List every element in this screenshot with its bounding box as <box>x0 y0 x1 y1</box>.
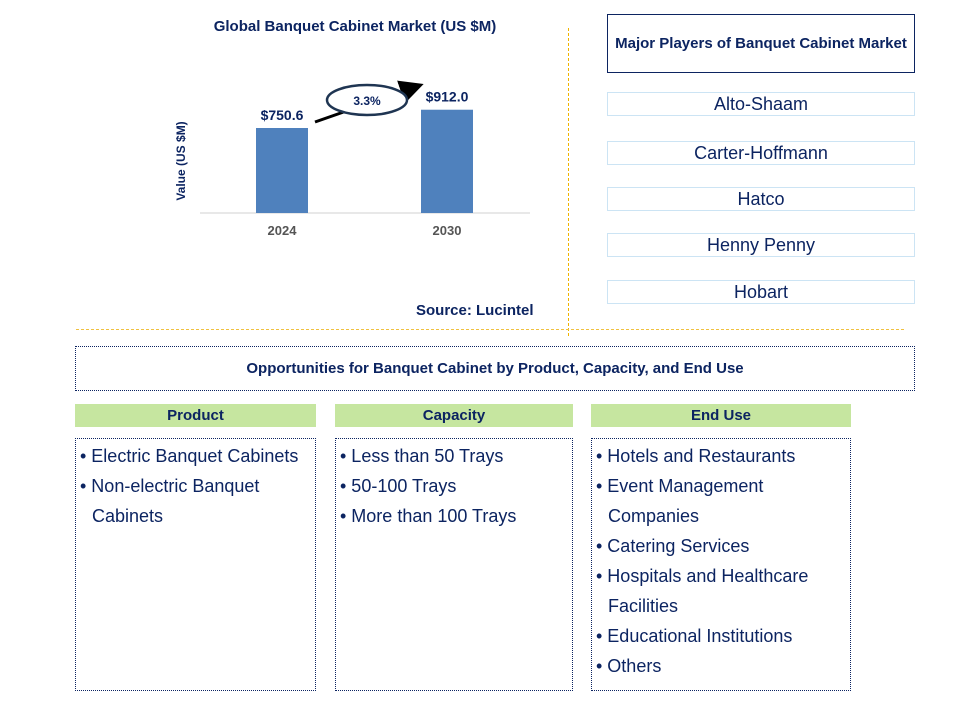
y-axis-label: Value (US $M) <box>174 121 188 200</box>
source-label: Source: Lucintel <box>416 302 534 319</box>
player-item: Hobart <box>607 280 915 304</box>
chart-title: Global Banquet Cabinet Market (US $M) <box>213 18 497 35</box>
list-item: • Others <box>596 656 662 676</box>
bar-2030 <box>421 109 473 213</box>
player-item: Henny Penny <box>607 233 915 257</box>
list-item: • More than 100 Trays <box>340 506 517 526</box>
list-item: • Catering Services <box>596 536 750 556</box>
category-header: Product <box>75 404 316 427</box>
divider-horizontal <box>76 329 904 330</box>
bar-2024 <box>256 128 308 213</box>
category-list: • Less than 50 Trays • 50-100 Trays • More… <box>335 438 573 691</box>
category-header: End Use <box>591 404 851 427</box>
player-item: Carter-Hoffmann <box>607 141 915 165</box>
list-item: • Hotels and Restaurants <box>596 446 796 466</box>
list-item: • Non-electric Banquet Cabinets <box>80 476 260 526</box>
x-tick-label: 2024 <box>268 223 298 238</box>
x-tick-label: 2030 <box>433 223 462 238</box>
cagr-ellipse <box>325 83 409 117</box>
bar-chart: Value (US $M) $750.6 2024 $912.0 2030 3.3% <box>174 80 530 238</box>
category-list: • Hotels and Restaurants • Event Manageme… <box>591 438 851 691</box>
opportunities-title: Opportunities for Banquet Cabinet by Pro… <box>75 346 915 391</box>
list-item: • Educational Institutions <box>596 626 793 646</box>
list-item: • Less than 50 Trays <box>340 446 504 466</box>
data-label: $750.6 <box>261 107 304 123</box>
category-list: • Electric Banquet Cabinets • Non-electri… <box>75 438 316 691</box>
data-label: $912.0 <box>426 89 469 105</box>
list-item: • Electric Banquet Cabinets <box>80 446 299 466</box>
major-players-title: Major Players of Banquet Cabinet Market <box>607 14 915 73</box>
player-item: Hatco <box>607 187 915 211</box>
category-header: Capacity <box>335 404 573 427</box>
list-item: • Event Management Companies <box>596 476 764 526</box>
list-item: • Hospitals and Healthcare Facilities <box>596 566 809 616</box>
list-item: • 50-100 Trays <box>340 476 457 496</box>
cagr-label: 3.3% <box>353 94 381 108</box>
divider-vertical <box>568 28 569 336</box>
player-item: Alto-Shaam <box>607 92 915 116</box>
